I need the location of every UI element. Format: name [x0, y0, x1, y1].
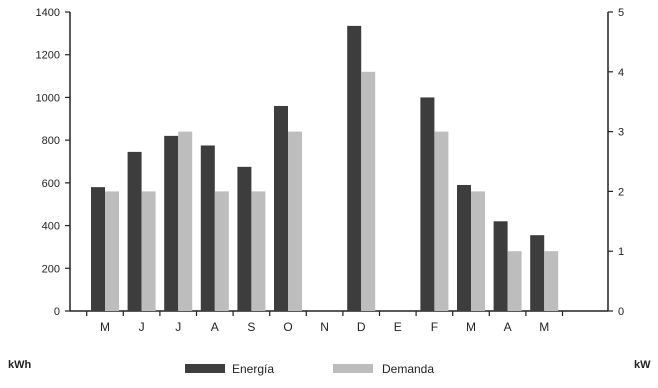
- y-left-tick-label: 600: [42, 178, 60, 190]
- bar-demanda: [178, 131, 193, 311]
- y-left-tick-label: 200: [42, 263, 60, 275]
- x-tick-label: J: [175, 320, 181, 334]
- bar-energia: [420, 97, 435, 311]
- bar-energia: [91, 187, 105, 311]
- y-left-tick-label: 0: [54, 306, 60, 318]
- x-tick-label: J: [139, 320, 145, 334]
- x-tick-label: E: [394, 320, 402, 334]
- y-right-tick-label: 4: [618, 67, 624, 79]
- y-right-tick-label: 2: [618, 186, 624, 198]
- legend: Energía Demanda: [185, 362, 434, 376]
- y-right-tick-label: 1: [618, 246, 624, 258]
- labels-layer: 0 200 400 600 800 1000 1200 1400 0 1 2 3 4 5 M J J A S O N D E…: [36, 7, 625, 334]
- y-right-tick-label: 3: [618, 127, 624, 139]
- bars-layer: [91, 25, 559, 312]
- bar-demanda: [251, 191, 266, 311]
- y-right-tick-label: 5: [618, 7, 624, 19]
- bar-demanda: [544, 251, 559, 311]
- bar-energia: [164, 135, 179, 311]
- legend-swatch-demanda: [333, 364, 373, 373]
- bar-energia: [493, 221, 508, 311]
- x-tick-label: S: [247, 320, 255, 334]
- bar-energia: [200, 145, 215, 311]
- y-right-tick-label: 0: [618, 306, 624, 318]
- x-tick-label: A: [211, 320, 219, 334]
- x-tick-label: O: [283, 320, 292, 334]
- y-left-tick-label: 1000: [36, 92, 60, 104]
- x-tick-label: M: [466, 320, 476, 334]
- x-tick-label: M: [539, 320, 549, 334]
- y-left-tick-label: 1400: [36, 7, 60, 19]
- bar-energia: [237, 166, 252, 311]
- y-left-tick-label: 400: [42, 221, 60, 233]
- bar-energia: [530, 235, 545, 311]
- axes-layer: [65, 11, 613, 316]
- bar-energia: [127, 151, 142, 311]
- y-left-tick-label: 800: [42, 135, 60, 147]
- bar-energia: [347, 25, 362, 312]
- legend-label-demanda: Demanda: [382, 362, 434, 376]
- x-tick-label: M: [100, 320, 110, 334]
- x-tick-label: A: [504, 320, 512, 334]
- y-left-axis-label: kWh: [8, 359, 32, 371]
- y-right-axis-label: kW: [634, 359, 651, 371]
- bar-demanda: [471, 191, 485, 311]
- x-tick-label: N: [320, 320, 329, 334]
- bar-demanda: [141, 191, 156, 311]
- bar-demanda: [361, 71, 376, 311]
- legend-label-energia: Energía: [232, 362, 274, 376]
- bar-demanda: [105, 191, 119, 311]
- bar-energia: [274, 105, 288, 311]
- bar-demanda: [507, 251, 522, 311]
- x-tick-label: F: [431, 320, 438, 334]
- x-tick-label: D: [357, 320, 366, 334]
- bar-demanda: [214, 191, 229, 311]
- legend-swatch-energia: [185, 364, 225, 373]
- bar-demanda: [434, 131, 449, 311]
- bar-energia: [457, 184, 471, 311]
- bar-demanda: [288, 131, 302, 311]
- y-left-tick-label: 1200: [36, 50, 60, 62]
